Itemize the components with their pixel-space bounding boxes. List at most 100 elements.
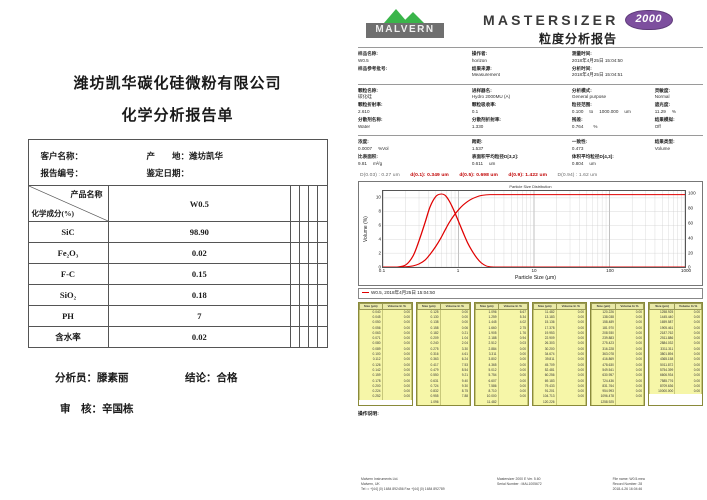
cell-volume: 0.00	[674, 373, 702, 379]
row-value-0: 0.02	[107, 326, 292, 348]
product-name-label: 产品名称	[70, 190, 103, 199]
d003-value: 0.27	[381, 172, 392, 178]
chart-title: Particle Size Distribution	[509, 183, 552, 189]
table-row: 0.182 0.21	[417, 330, 471, 337]
table-row: 39.811 0.00	[533, 357, 587, 363]
table-row: 19.953 0.00	[533, 330, 587, 337]
footer-line-instrument: Serial Number : MAL1005672	[497, 481, 542, 486]
operator-label: 操作者:	[471, 51, 488, 56]
table-row: 0.130 0.00	[417, 314, 471, 321]
d43-unit: um	[589, 160, 596, 166]
table-row: 1.259 5.34	[475, 314, 529, 321]
size-distribution-tables: Size (µm) Volume In % 0.040 0.00 0.045 0.00 0.…	[358, 301, 703, 406]
table-row: 13.183 0.00	[533, 314, 587, 321]
table-row: 0.050 0.00	[359, 320, 413, 326]
company-title: 潍坊凯华碳化硅微粉有限公司	[73, 76, 282, 92]
mastersizer-report: MALVERN MASTERSIZER 2000 粒度分析报告 样品名称: W0.…	[355, 0, 707, 500]
table-row: 1.096	[417, 399, 471, 405]
table-row: 831.764 0.00	[591, 383, 645, 390]
row-value-2	[299, 326, 310, 348]
reviewer-value: 辛国栋	[102, 404, 134, 415]
size-distribution-table: Size (µm) Volume In % 11.482 0.00 13.183 0.00…	[532, 301, 587, 406]
cell-volume: 0.00	[555, 362, 587, 368]
measure-time-label: 测量时间:	[571, 51, 592, 56]
row-value-3	[308, 221, 319, 243]
cell-volume: 0.00	[555, 314, 587, 321]
obscuration-unit: %	[671, 109, 676, 115]
cell-volume: 0.00	[497, 378, 529, 384]
table-row: Fe₂O₃ 0.02	[27, 242, 328, 264]
table-row: 3.802 0.00	[475, 357, 529, 363]
cell-volume: 0.00	[381, 320, 413, 326]
mountain-icon	[384, 9, 424, 23]
cell-volume: 0.00	[555, 336, 587, 342]
table-row: 2884.032 0.00	[648, 341, 702, 347]
d32-value: 0.611	[471, 160, 483, 166]
cell-volume: 0.00	[439, 314, 471, 321]
table-row: 0.832 8.75	[417, 389, 471, 395]
ytick-right: 60	[688, 220, 694, 226]
cell-volume: 0.00	[674, 352, 702, 358]
result-type-value: Volume	[654, 145, 671, 151]
col-header-volume: Volume In %	[614, 302, 645, 310]
appraisal-date-label: 鉴定日期：	[146, 168, 190, 178]
cell-size: 8709.636	[648, 383, 676, 390]
divider	[358, 83, 703, 85]
chem-composition-label: 化学成分(%)	[31, 209, 75, 218]
row-value-1	[290, 263, 301, 285]
chart-xlabel: Particle Size (µm)	[514, 275, 557, 282]
cell-volume: 0.00	[555, 394, 587, 400]
size-distribution-table: Size (µm) Volume In % 120.226 0.00 138.038 0.…	[590, 301, 645, 406]
table-row: 0.138 0.00	[417, 320, 471, 326]
signature-row-analyst: 分析员：滕素丽 结论：合格	[55, 370, 355, 385]
cell-volume: 0.00	[381, 373, 413, 379]
d05-unit: um	[490, 172, 498, 178]
cell-size: 6606.934	[648, 373, 676, 379]
cell-volume: 0.00	[381, 362, 413, 368]
table-row: 2.884 0.00	[475, 346, 529, 353]
row-value-1	[290, 284, 301, 306]
result-emulation-label: 结果模拟:	[654, 117, 675, 123]
footer-line-file: Record Number: 28	[612, 481, 643, 486]
cell-size: 3311.311	[648, 346, 676, 353]
sensitivity-label: 灵敏度:	[654, 87, 670, 93]
d09-label: d(0.9):	[508, 172, 524, 178]
footer-instrument: Mastersizer 2000 E Ver. 5.60 Serial Numbe…	[497, 477, 613, 492]
customer-label: 客户名称：	[40, 151, 84, 161]
cell-volume: 0.00	[497, 373, 529, 379]
cell-volume: 0.00	[555, 309, 587, 315]
table-row: 275.423 0.00	[591, 341, 645, 347]
chart-yaxis-right: 0 20 40 60 80 100	[686, 190, 699, 270]
report-meta-cell: 客户名称： 产 地： 潍坊凯华 报告编号： 鉴定日期：	[27, 139, 328, 186]
table-row: 4.365 0.00	[475, 362, 529, 368]
table-row: 8709.636 0.00	[648, 383, 702, 390]
table-row: 363.078 0.00	[591, 352, 645, 358]
col-header-volume: Volume In %	[439, 302, 471, 310]
table-row: F-C 0.15	[27, 263, 328, 285]
cell-volume: 0.94	[497, 336, 529, 342]
table-row: 0.112 0.00	[359, 357, 413, 363]
cell-volume: 0.00	[555, 357, 587, 363]
cell-volume: 0.00	[381, 357, 413, 363]
size-distribution-table: Size (µm) Volume In % 0.040 0.00 0.045 0.00 0.…	[358, 301, 413, 406]
cell-volume: 9.30	[439, 383, 471, 390]
dispersant-ri-value: 1.330	[471, 123, 484, 129]
cell-size: 4365.158	[648, 357, 676, 363]
size-range-min: 0.100	[571, 109, 584, 115]
table-row: 3311.311 0.00	[648, 346, 702, 353]
legend-line-icon	[362, 292, 369, 294]
table-row: 10000.000 0.00	[648, 389, 702, 395]
ytick-right: 100	[688, 190, 696, 196]
table-row: 954.993 0.00	[591, 389, 645, 395]
row-value-2	[299, 242, 310, 264]
span-value: 1.537	[471, 145, 484, 151]
divider	[358, 47, 703, 48]
d003-label: D(0.03) :	[360, 172, 380, 178]
footer-line-file: 2018-4-26 16:04:46	[612, 486, 643, 491]
cell-volume: 0.00	[614, 367, 645, 374]
cell-volume: 0.21	[439, 330, 471, 337]
cell-volume: 0.00	[674, 320, 702, 326]
particle-absorption-value: 0.1	[471, 109, 479, 115]
diagonal-header-cell: 产品名称 化学成分(%)	[27, 185, 109, 222]
cell-volume: 0.00	[674, 330, 702, 337]
